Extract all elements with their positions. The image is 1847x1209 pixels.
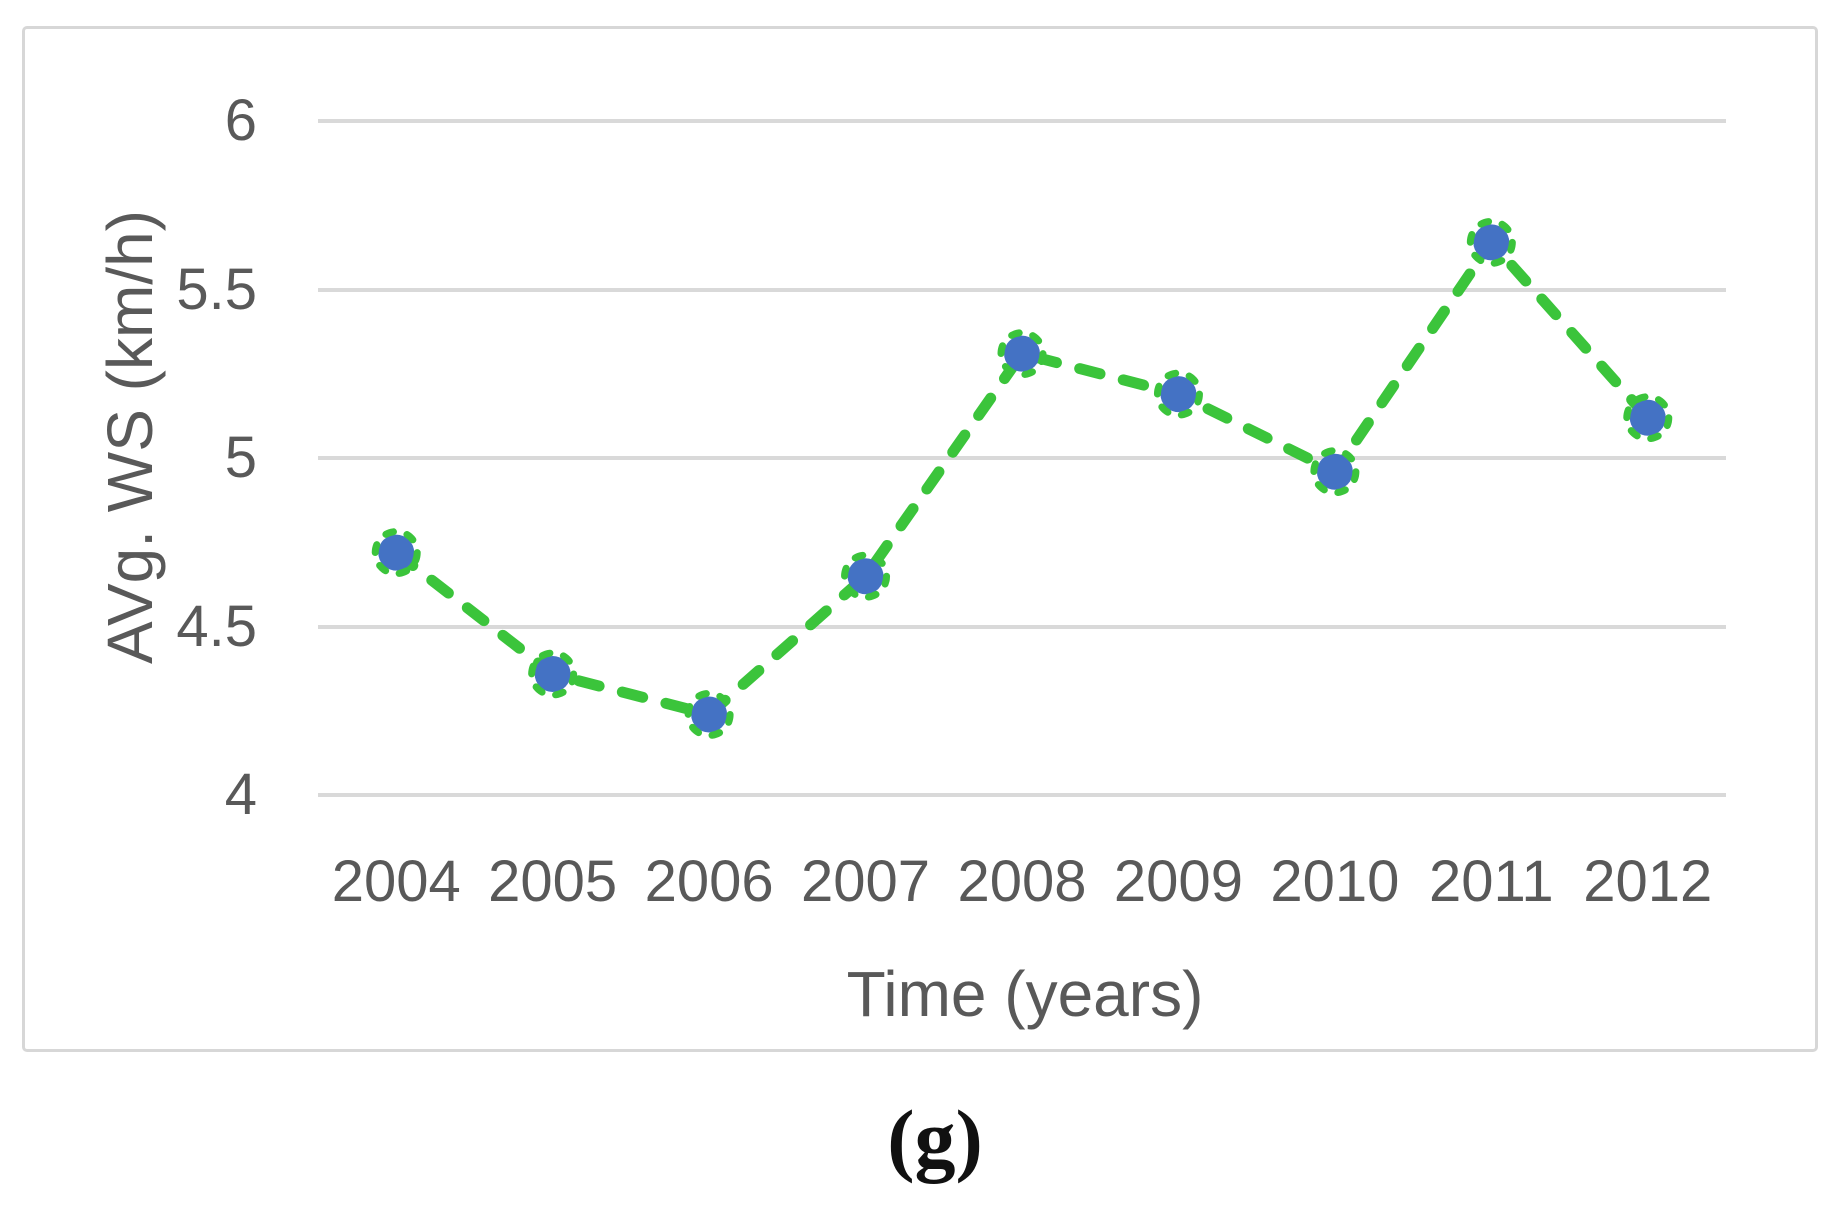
y-tick-label: 4 [224, 762, 257, 828]
x-tick-label: 2006 [644, 849, 774, 914]
data-point-marker [841, 551, 891, 601]
gridline [318, 456, 1726, 461]
figure-caption: (g) [887, 1093, 983, 1184]
data-point-marker [684, 689, 734, 739]
y-tick-label: 5.5 [176, 256, 257, 322]
x-tick-label: 2010 [1270, 849, 1400, 914]
gridline [318, 793, 1726, 798]
gridline [318, 119, 1726, 123]
x-tick-label: 2005 [488, 849, 618, 914]
x-tick-label: 2008 [957, 849, 1087, 914]
y-tick-label: 4.5 [176, 593, 257, 659]
x-tick-label: 2012 [1583, 849, 1713, 914]
data-point-marker [528, 649, 578, 699]
series-line [390, 233, 1654, 721]
data-point-marker [1153, 369, 1203, 419]
x-tick-label: 2004 [331, 849, 461, 914]
data-point-marker [1310, 447, 1360, 497]
x-tick-label: 2007 [801, 849, 931, 914]
gridline [318, 287, 1726, 292]
x-tick-label: 2011 [1428, 849, 1554, 914]
x-tick-label: 2009 [1113, 849, 1243, 914]
data-point-marker [997, 329, 1047, 379]
data-point-marker [1623, 393, 1673, 443]
y-tick-label: 5 [224, 425, 257, 491]
y-tick-label: 6 [224, 88, 257, 153]
line-series [371, 217, 1673, 739]
data-point-marker [1466, 217, 1516, 267]
x-axis-title: Time (years) [846, 958, 1204, 1030]
data-point-marker [371, 528, 421, 578]
gridline [318, 624, 1726, 629]
chart-panel: AVg. WS (km/h) 6 5.5 5 4.5 4 2004 2005 2006 200… [22, 26, 1818, 1052]
